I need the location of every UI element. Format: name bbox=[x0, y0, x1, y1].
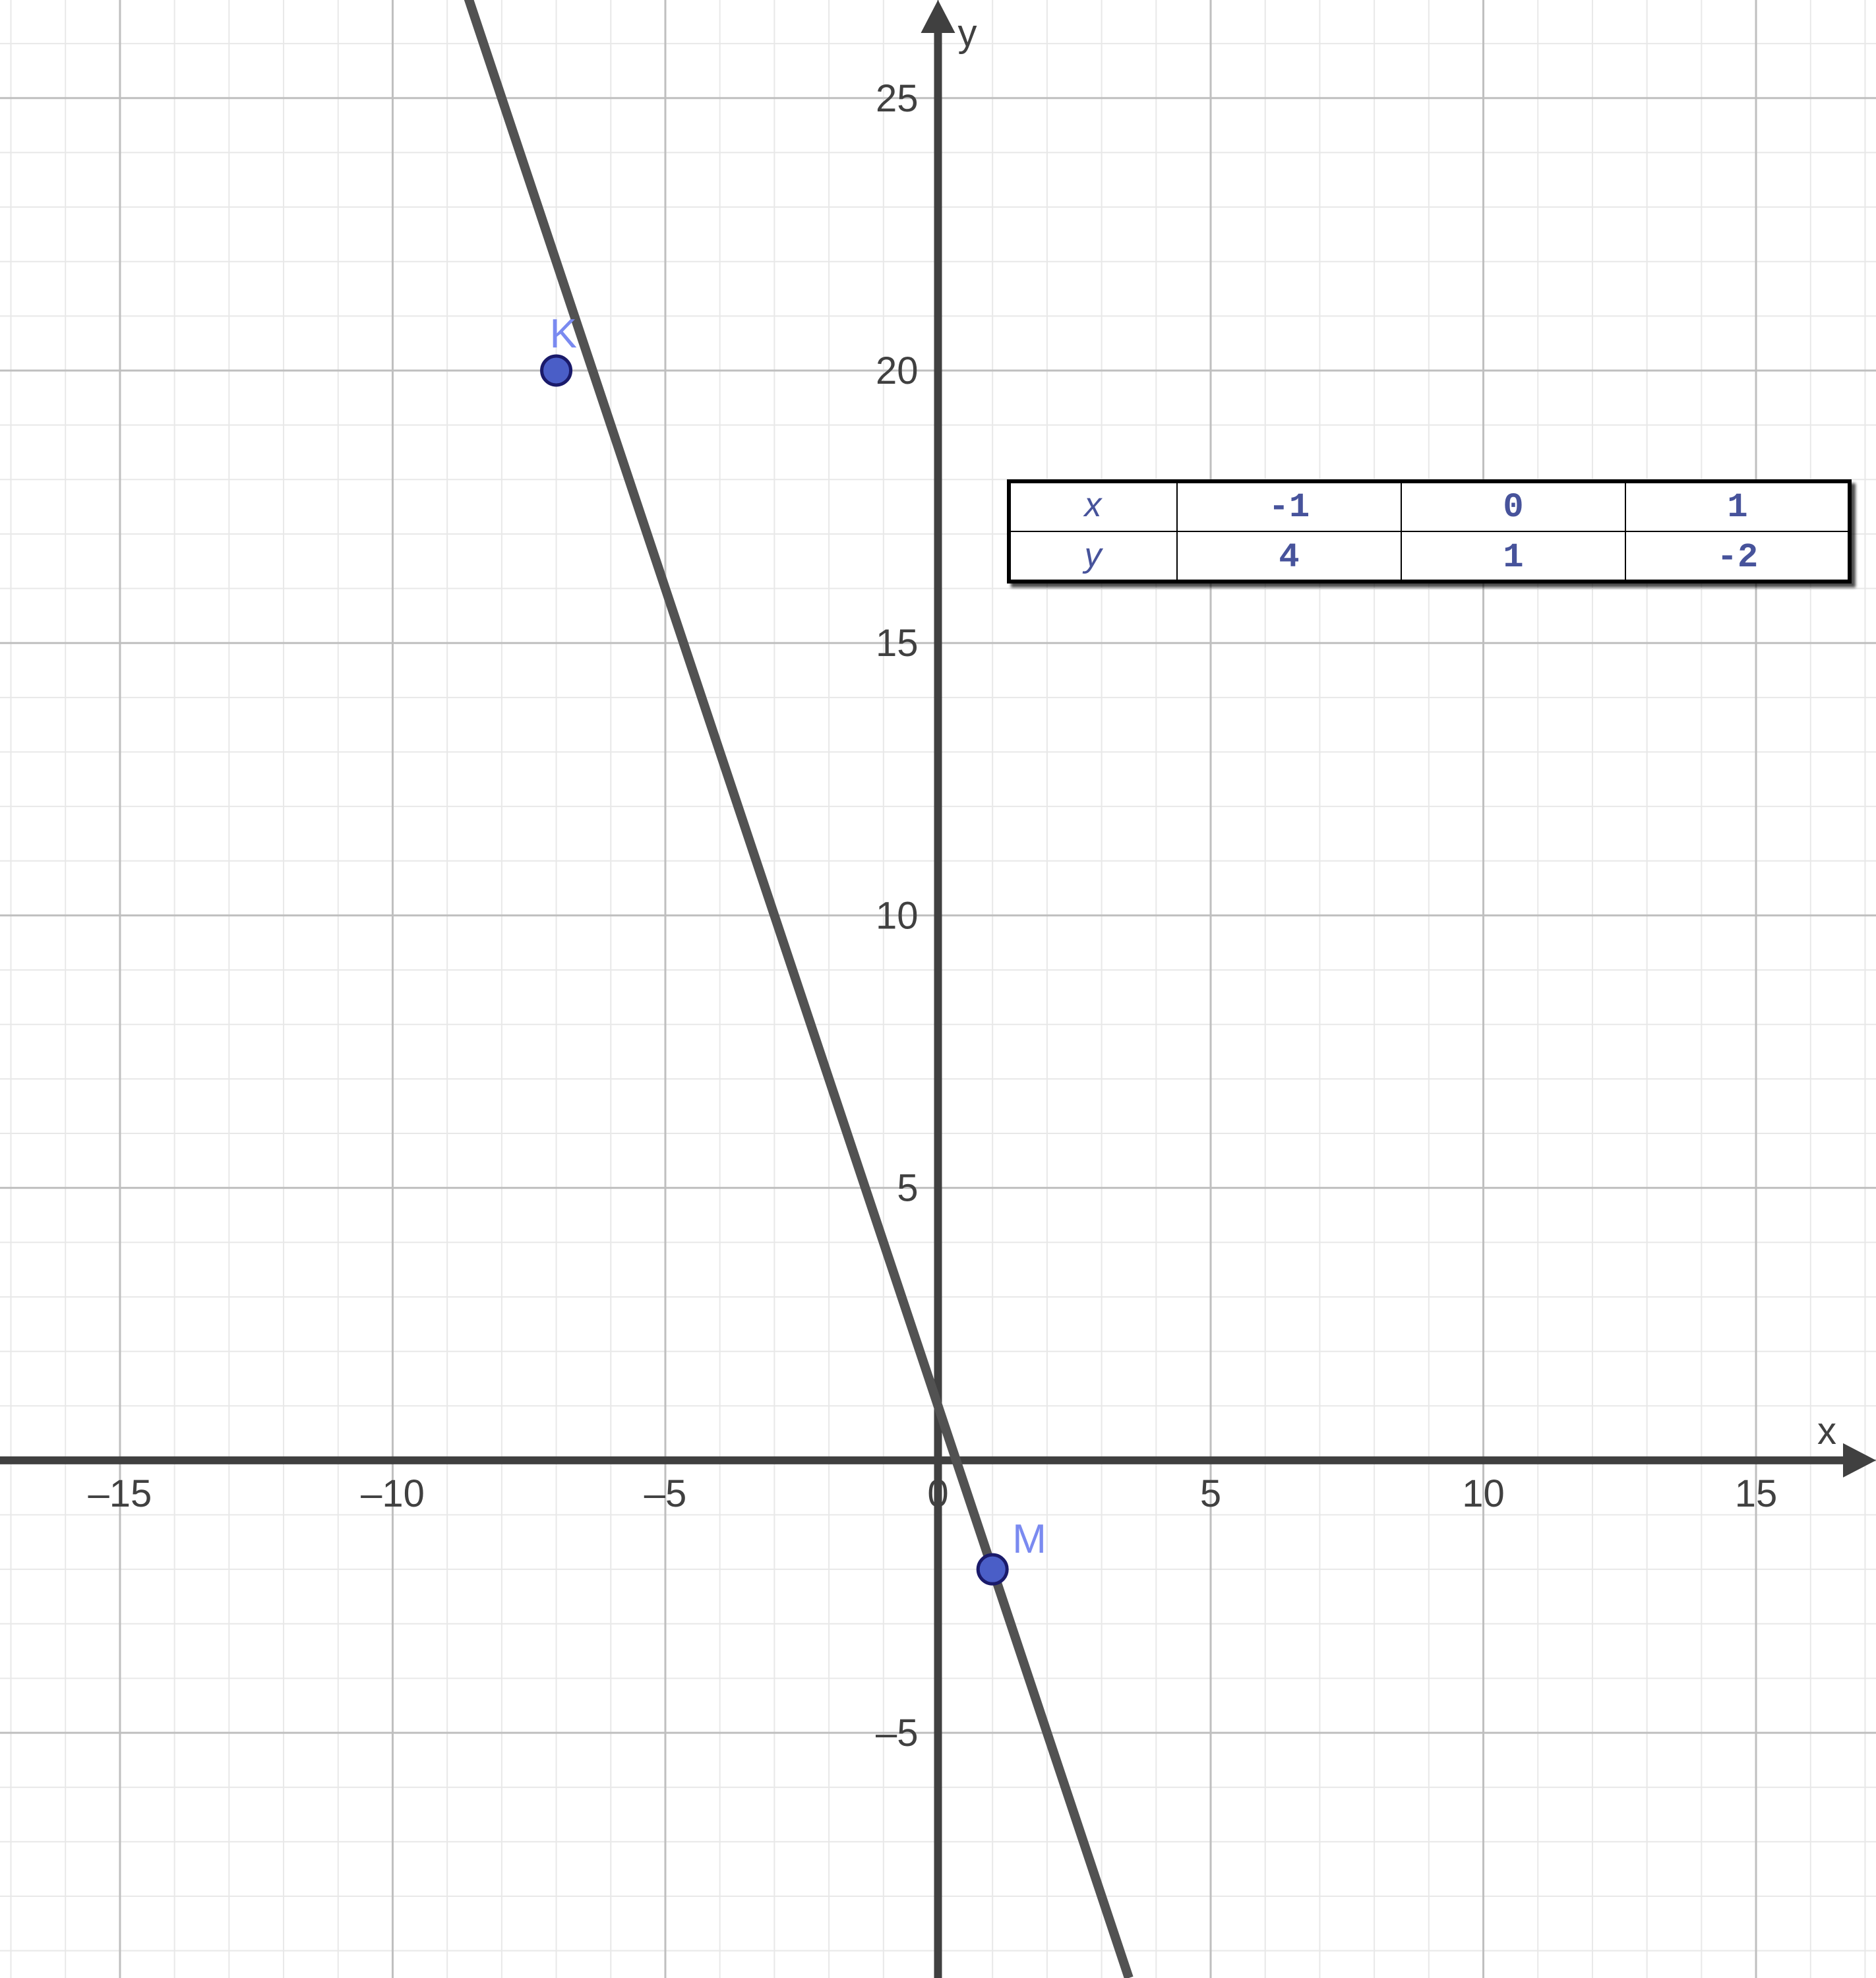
x-tick-label: –15 bbox=[88, 1472, 152, 1515]
table-cell: 1 bbox=[1503, 538, 1523, 577]
y-tick-label: 20 bbox=[876, 349, 919, 392]
table-cell: 4 bbox=[1279, 538, 1299, 577]
table-header: y bbox=[1083, 536, 1104, 574]
x-tick-label: 10 bbox=[1462, 1472, 1505, 1515]
table-cell: -2 bbox=[1717, 538, 1758, 577]
point-label-k: K bbox=[550, 311, 577, 357]
points: KM bbox=[542, 311, 1046, 1584]
table-header: x bbox=[1083, 486, 1103, 524]
y-tick-label: –5 bbox=[876, 1712, 919, 1754]
point-label-m: M bbox=[1012, 1516, 1046, 1562]
x-tick-label: –5 bbox=[644, 1472, 687, 1515]
y-axis-arrow-icon bbox=[921, 0, 955, 33]
x-tick-label: –10 bbox=[361, 1472, 425, 1515]
x-tick-label: 0 bbox=[927, 1472, 948, 1515]
data-table: xy -1 4 0 1 1 -2 bbox=[1009, 481, 1850, 582]
axes: –15–10–5051015–5510152025xy bbox=[0, 0, 1876, 1978]
x-tick-label: 5 bbox=[1200, 1472, 1221, 1515]
y-tick-label: 10 bbox=[876, 894, 919, 937]
coordinate-plot: –15–10–5051015–5510152025xyKMxy-14011-2 bbox=[0, 0, 1876, 1978]
y-tick-label: 25 bbox=[876, 77, 919, 120]
table-cell: 1 bbox=[1727, 488, 1747, 527]
y-axis-label: y bbox=[958, 12, 977, 55]
x-axis-arrow-icon bbox=[1843, 1443, 1876, 1478]
y-tick-label: 15 bbox=[876, 622, 919, 665]
point-m bbox=[978, 1555, 1007, 1584]
point-k bbox=[542, 356, 571, 385]
x-tick-label: 15 bbox=[1735, 1472, 1778, 1515]
x-axis-label: x bbox=[1817, 1410, 1836, 1453]
table-cell: 0 bbox=[1503, 488, 1523, 527]
table-cell: -1 bbox=[1269, 488, 1310, 527]
y-tick-label: 5 bbox=[897, 1167, 918, 1210]
function-line bbox=[458, 0, 1129, 1978]
